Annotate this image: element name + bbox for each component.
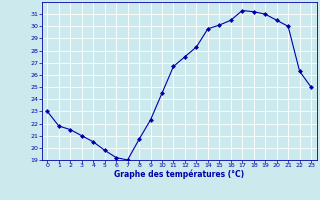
X-axis label: Graphe des températures (°C): Graphe des températures (°C)	[114, 170, 244, 179]
